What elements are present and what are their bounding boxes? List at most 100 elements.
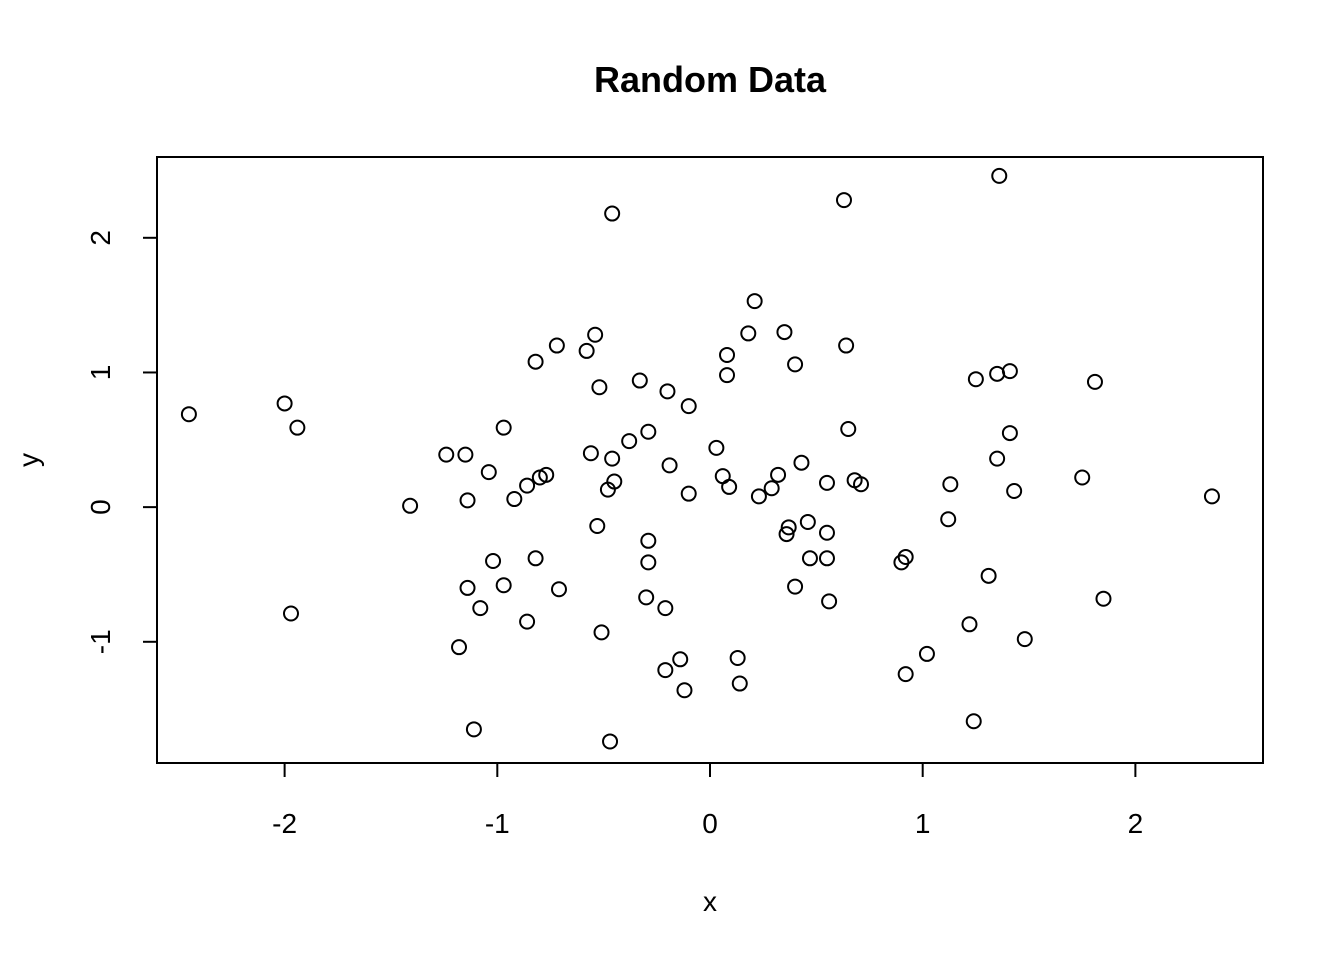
data-point: [897, 666, 914, 683]
data-point: [672, 651, 689, 668]
x-tick-label: 0: [702, 808, 718, 839]
x-tick-label: 2: [1128, 808, 1144, 839]
y-axis-label: y: [13, 453, 44, 467]
data-point: [818, 550, 835, 567]
data-point: [961, 616, 978, 633]
data-point: [657, 600, 674, 617]
data-point: [918, 645, 935, 662]
data-point: [602, 733, 619, 750]
y-tick-label: 0: [85, 499, 116, 515]
data-point: [787, 578, 804, 595]
data-point: [289, 419, 306, 436]
data-point: [897, 548, 914, 565]
y-tick-label: 1: [85, 365, 116, 381]
plot-area-border: [156, 156, 1264, 764]
data-point: [640, 423, 657, 440]
data-point: [731, 675, 748, 692]
data-point: [631, 372, 648, 389]
data-point: [465, 721, 482, 738]
data-point: [621, 433, 638, 450]
y-tick-label: -1: [85, 629, 116, 654]
data-point: [1203, 488, 1220, 505]
data-point: [659, 383, 676, 400]
data-point: [1016, 631, 1033, 648]
data-point: [821, 593, 838, 610]
x-tick-label: -1: [485, 808, 510, 839]
data-point: [746, 293, 763, 310]
y-tick-label: 2: [85, 230, 116, 246]
x-axis-label: x: [703, 886, 717, 917]
data-point: [180, 406, 197, 423]
data-point: [1086, 373, 1103, 390]
data-point: [680, 485, 697, 502]
data-point: [604, 450, 621, 467]
data-point: [793, 454, 810, 471]
data-point: [818, 474, 835, 491]
data-point: [472, 600, 489, 617]
data-point: [527, 353, 544, 370]
data-point: [451, 639, 468, 656]
data-point: [519, 613, 536, 630]
data-point: [729, 649, 746, 666]
data-point: [853, 476, 870, 493]
data-point: [1001, 363, 1018, 380]
data-point: [282, 605, 299, 622]
x-tick-label: 1: [915, 808, 931, 839]
data-point: [838, 337, 855, 354]
data-point: [991, 167, 1008, 184]
data-point: [780, 519, 797, 536]
data-point: [989, 365, 1006, 382]
data-point: [593, 624, 610, 641]
data-point: [604, 205, 621, 222]
data-point: [942, 476, 959, 493]
data-point: [801, 550, 818, 567]
data-point: [1074, 469, 1091, 486]
data-point: [459, 579, 476, 596]
data-point: [578, 342, 595, 359]
data-point: [776, 324, 793, 341]
data-point: [495, 419, 512, 436]
x-axis: -2 -1 0 1 2: [272, 762, 1144, 839]
x-tick-label: -2: [272, 808, 297, 839]
data-point: [661, 457, 678, 474]
data-point: [657, 662, 674, 679]
data-point: [506, 491, 523, 508]
data-point: [940, 511, 957, 528]
data-point: [485, 553, 502, 569]
data-point: [989, 450, 1006, 467]
data-point: [519, 477, 536, 494]
data-point: [818, 524, 835, 541]
data-point: [638, 589, 655, 606]
data-point: [750, 488, 767, 505]
data-point: [527, 550, 544, 567]
data-point: [721, 478, 738, 495]
data-point: [1006, 482, 1023, 499]
data-point: [606, 473, 623, 490]
data-point: [548, 337, 565, 354]
data-point: [459, 492, 476, 509]
data-point: [680, 398, 697, 415]
data-point: [480, 464, 497, 481]
data-point: [763, 480, 780, 497]
data-point: [1001, 425, 1018, 442]
data-point: [1095, 590, 1112, 607]
data-point: [495, 577, 512, 594]
data-point: [980, 567, 997, 584]
data-point: [550, 581, 567, 598]
data-points: [180, 167, 1220, 750]
data-point: [778, 526, 795, 543]
data-point: [719, 367, 736, 384]
data-point: [740, 325, 757, 342]
data-point: [587, 326, 604, 343]
data-point: [967, 371, 984, 388]
data-point: [402, 497, 419, 514]
data-point: [640, 532, 657, 549]
y-axis: -1 0 1 2: [85, 230, 158, 654]
data-point: [799, 513, 816, 530]
data-point: [965, 713, 982, 730]
data-point: [787, 356, 804, 373]
data-point: [582, 445, 599, 462]
data-point: [719, 346, 736, 363]
